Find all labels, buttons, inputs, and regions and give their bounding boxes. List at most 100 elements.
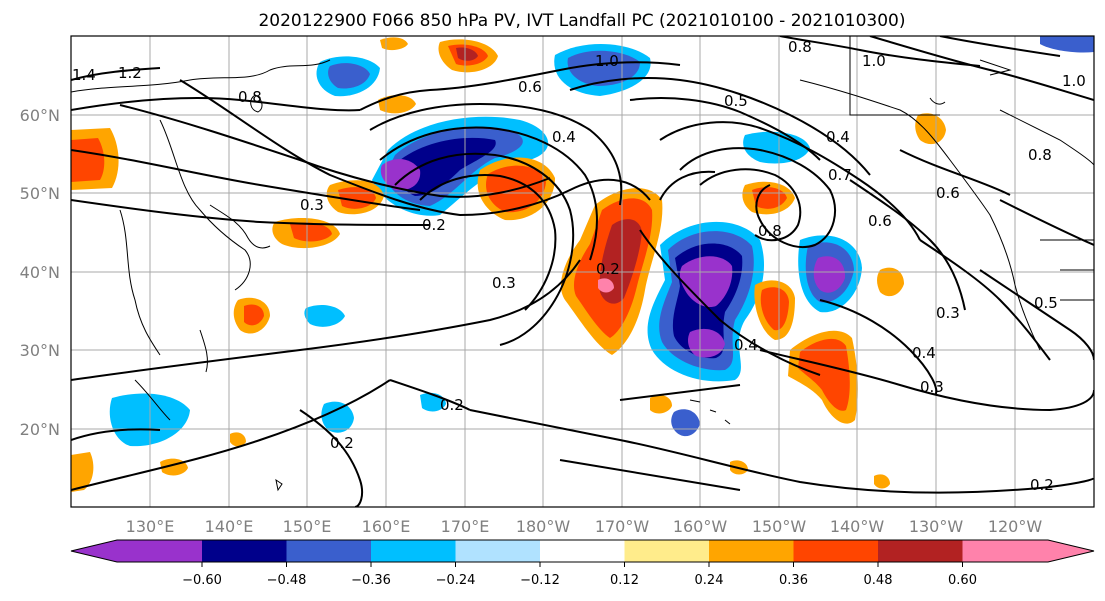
contour-label: 1.0 bbox=[1062, 72, 1086, 90]
lat-tick-label: 20°N bbox=[20, 420, 60, 439]
lon-tick-label: 140°W bbox=[830, 517, 885, 536]
contour-label: 0.8 bbox=[758, 222, 782, 240]
contour-label: 0.6 bbox=[868, 212, 892, 230]
pv-negative-region bbox=[328, 63, 370, 89]
colorbar-segment bbox=[202, 540, 288, 562]
colorbar-tick-label: 0.48 bbox=[864, 573, 893, 588]
pv-positive-region bbox=[650, 395, 672, 414]
pv-positive-region bbox=[290, 222, 332, 242]
lon-tick-label: 130°E bbox=[126, 517, 175, 536]
latitude-axis: 60°N 50°N 40°N 30°N 20°N bbox=[20, 106, 60, 439]
colorbar-tick-label: 0.24 bbox=[695, 573, 724, 588]
colorbar-tick-label: 0.60 bbox=[948, 573, 977, 588]
contour-label: 0.8 bbox=[238, 88, 262, 106]
contour-label: 0.8 bbox=[788, 38, 812, 56]
pv-negative-region bbox=[321, 401, 354, 433]
contour-label: 1.0 bbox=[862, 52, 886, 70]
pv-positive-region bbox=[598, 278, 614, 293]
lon-tick-label: 130°W bbox=[909, 517, 964, 536]
contour-label: 0.5 bbox=[724, 92, 748, 110]
lon-tick-label: 170°W bbox=[595, 517, 650, 536]
colorbar-segment bbox=[1048, 540, 1094, 562]
lon-tick-label: 160°E bbox=[362, 517, 411, 536]
pv-positive-region bbox=[71, 138, 105, 182]
colorbar-tick-label: −0.12 bbox=[520, 573, 560, 588]
lon-tick-label: 180°W bbox=[516, 517, 571, 536]
contour-label: 0.2 bbox=[330, 434, 354, 452]
contour-label: 0.3 bbox=[920, 378, 944, 396]
contour-label: 1.2 bbox=[118, 64, 142, 82]
ivt-contours bbox=[71, 36, 1094, 507]
colorbar-segment bbox=[71, 540, 117, 562]
contour-labels: 1.4 1.2 0.8 1.0 0.8 1.0 1.0 0.5 0.4 0.4 … bbox=[72, 38, 1086, 494]
pv-negative-region bbox=[813, 256, 846, 293]
colorbar-tick-label: −0.48 bbox=[267, 573, 307, 588]
pv-negative-region bbox=[380, 158, 421, 191]
pv-negative-region bbox=[1040, 36, 1094, 53]
contour-label: 0.5 bbox=[1034, 294, 1058, 312]
colorbar-segment bbox=[624, 540, 710, 562]
contour-label: 0.3 bbox=[936, 304, 960, 322]
colorbar-segment bbox=[286, 540, 372, 562]
colorbar-segment bbox=[540, 540, 626, 562]
lon-tick-label: 150°W bbox=[752, 517, 807, 536]
contour-label: 0.3 bbox=[492, 274, 516, 292]
pv-positive-region bbox=[874, 474, 890, 489]
contour-label: 0.8 bbox=[1028, 146, 1052, 164]
pv-negative-region bbox=[679, 256, 733, 308]
figure-title: 2020122900 F066 850 hPa PV, IVT Landfall… bbox=[258, 11, 905, 31]
pv-positive-region bbox=[230, 432, 246, 447]
lon-tick-label: 160°W bbox=[673, 517, 728, 536]
colorbar-tick-label: 0.36 bbox=[779, 573, 808, 588]
lon-tick-label: 150°E bbox=[283, 517, 332, 536]
pv-positive-region bbox=[71, 452, 94, 492]
contour-label: 0.3 bbox=[300, 196, 324, 214]
contour-label: 0.2 bbox=[596, 260, 620, 278]
colorbar-segment bbox=[455, 540, 541, 562]
pv-positive-region bbox=[378, 95, 416, 114]
lon-tick-label: 120°W bbox=[988, 517, 1043, 536]
pv-positive-region bbox=[798, 338, 850, 411]
colorbar-tick-label: −0.36 bbox=[351, 573, 391, 588]
contour-label: 0.2 bbox=[440, 396, 464, 414]
colorbar-tick-label: −0.60 bbox=[182, 573, 222, 588]
colorbar-outline bbox=[70, 539, 1095, 563]
contour-label: 0.7 bbox=[828, 166, 852, 184]
pv-positive-region bbox=[456, 47, 478, 61]
pv-positive-region bbox=[244, 304, 264, 326]
contour-label: 0.2 bbox=[1030, 476, 1054, 494]
map-frame bbox=[70, 35, 1095, 508]
lat-tick-label: 30°N bbox=[20, 341, 60, 360]
contour-label: 0.2 bbox=[422, 216, 446, 234]
colorbar-segment bbox=[962, 540, 1049, 562]
coastlines bbox=[71, 36, 1094, 492]
lat-tick-label: 50°N bbox=[20, 184, 60, 203]
contour-label: 0.6 bbox=[936, 184, 960, 202]
contour-label: 0.4 bbox=[552, 128, 576, 146]
colorbar-segment bbox=[371, 540, 457, 562]
lon-tick-label: 140°E bbox=[205, 517, 254, 536]
longitude-axis: 130°E 140°E 150°E 160°E 170°E 180°W 170°… bbox=[126, 517, 1043, 536]
colorbar: −0.60 −0.48 −0.36 −0.24 −0.12 0.12 0.24 … bbox=[70, 539, 1095, 588]
lat-tick-label: 40°N bbox=[20, 263, 60, 282]
pv-positive-region bbox=[877, 267, 904, 297]
graticule bbox=[71, 36, 1094, 507]
colorbar-segment bbox=[878, 540, 964, 562]
lon-tick-label: 170°E bbox=[441, 517, 490, 536]
lat-tick-label: 60°N bbox=[20, 106, 60, 125]
pv-positive-region bbox=[760, 287, 789, 331]
colorbar-segment bbox=[793, 540, 879, 562]
contour-label: 0.6 bbox=[518, 78, 542, 96]
contour-label: 0.4 bbox=[912, 344, 936, 362]
contour-label: 1.4 bbox=[72, 66, 96, 84]
pv-negative-region bbox=[398, 137, 496, 196]
colorbar-segment bbox=[709, 540, 795, 562]
contour-label: 0.4 bbox=[826, 128, 850, 146]
colorbar-ticks bbox=[201, 562, 963, 567]
map-panel: 1.4 1.2 0.8 1.0 0.8 1.0 1.0 0.5 0.4 0.4 … bbox=[70, 35, 1095, 508]
contour-label: 1.0 bbox=[595, 52, 619, 70]
pv-positive-region bbox=[915, 113, 946, 145]
colorbar-tick-label: −0.24 bbox=[436, 573, 476, 588]
pv-negative-region bbox=[304, 304, 345, 327]
